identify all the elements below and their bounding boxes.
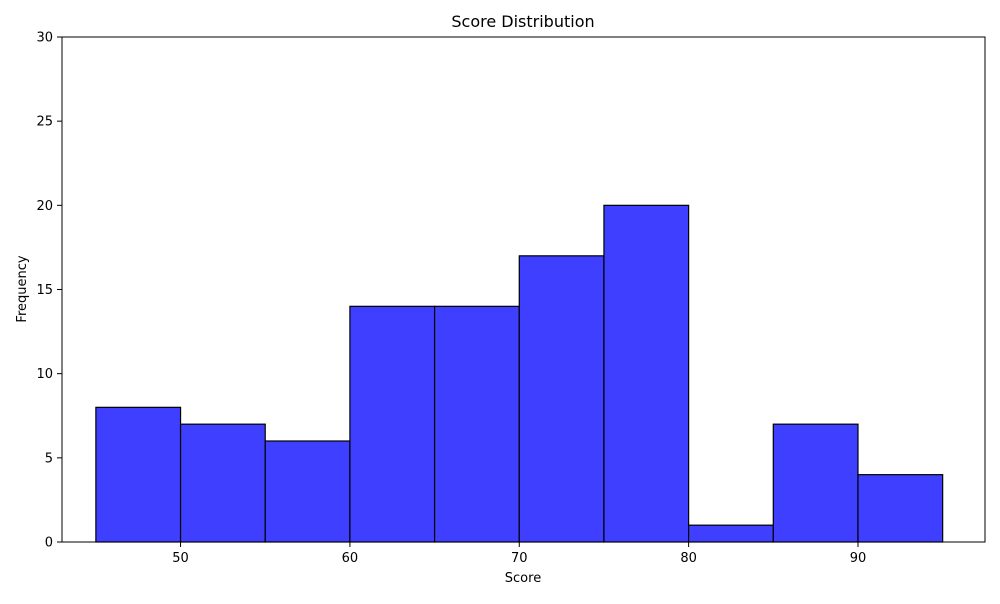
x-axis-label: Score	[505, 571, 541, 586]
y-tick-label: 0	[45, 536, 53, 551]
y-axis-ticks: 0 5 10 15 20 25 30	[36, 31, 62, 551]
y-tick-label: 5	[45, 451, 53, 466]
x-tick-label: 80	[680, 551, 697, 566]
y-tick-label: 10	[36, 367, 53, 382]
histogram-bar	[349, 305, 436, 543]
x-tick-label: 50	[172, 551, 189, 566]
y-tick-label: 25	[36, 115, 53, 130]
chart-title: Score Distribution	[451, 12, 594, 31]
histogram-bar	[95, 406, 182, 543]
histogram-bar	[688, 524, 774, 543]
bars-layer	[95, 204, 944, 543]
histogram-bar	[179, 423, 266, 543]
histogram-bar	[518, 255, 605, 543]
y-axis-label: Frequency	[15, 255, 30, 322]
x-tick-label: 60	[342, 551, 359, 566]
x-tick-label: 90	[850, 551, 867, 566]
x-axis-ticks: 50 60 70 80 90	[172, 542, 866, 566]
histogram-bar	[603, 204, 690, 543]
histogram-bar	[433, 305, 520, 543]
y-tick-label: 15	[36, 283, 53, 298]
y-tick-label: 20	[36, 199, 53, 214]
x-tick-label: 70	[511, 551, 528, 566]
histogram-bar	[857, 474, 944, 543]
histogram-bar	[772, 423, 859, 543]
histogram-bar	[264, 440, 351, 543]
y-tick-label: 30	[36, 31, 53, 46]
